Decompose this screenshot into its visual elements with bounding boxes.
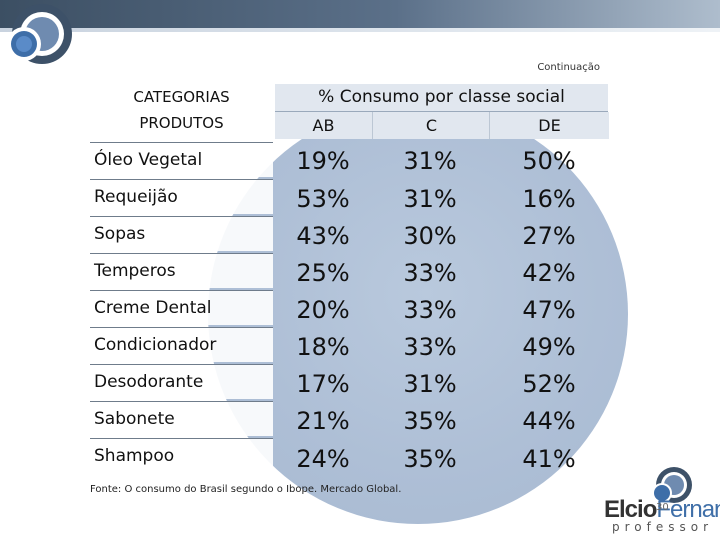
top-banner	[0, 0, 720, 28]
table-cell-ab: 20%	[296, 296, 350, 324]
table-cell-ab: 19%	[296, 147, 350, 175]
column-header-c: C	[372, 112, 490, 139]
table-cell-c: 35%	[403, 407, 457, 435]
table-cell-de: 27%	[522, 222, 576, 250]
brand-name: ElcioFernando	[604, 496, 720, 524]
table-cell-ab: 17%	[296, 370, 350, 398]
table-cell-de: 16%	[522, 185, 576, 213]
table-cell-ab: 43%	[296, 222, 350, 250]
table-cell-ab: 53%	[296, 185, 350, 213]
table-cell-c: 31%	[403, 370, 457, 398]
table-row-category: Óleo Vegetal	[90, 142, 273, 177]
background-circle	[208, 104, 628, 524]
table-cell-ab: 24%	[296, 445, 350, 473]
brand-subtitle: professor	[612, 520, 714, 534]
table-cell-ab: 25%	[296, 259, 350, 287]
table-row-category: Desodorante	[90, 364, 273, 399]
column-header-de: DE	[489, 112, 609, 139]
table-row-category: Sopas	[90, 216, 273, 251]
table-cell-ab: 18%	[296, 333, 350, 361]
table-row-category: Condicionador	[90, 327, 273, 362]
brand-name-second: Fernando	[656, 496, 720, 523]
table-cell-c: 35%	[403, 445, 457, 473]
table-cell-c: 33%	[403, 333, 457, 361]
table-row-category: Sabonete	[90, 401, 273, 436]
table-cell-c: 33%	[403, 259, 457, 287]
table-cell-de: 44%	[522, 407, 576, 435]
source-note: Fonte: O consumo do Brasil segundo o Ibo…	[90, 484, 402, 495]
table-row-category: Requeijão	[90, 179, 273, 214]
table-row-category: Shampoo	[90, 438, 273, 473]
category-header-line2: PRODUTOS	[139, 114, 224, 132]
page-number: 30	[656, 502, 669, 513]
column-header-ab: AB	[275, 112, 372, 139]
table-cell-c: 31%	[403, 147, 457, 175]
continuation-label: Continuação	[537, 62, 600, 73]
top-banner-stripe	[0, 28, 720, 32]
circles-logo-icon	[7, 4, 72, 64]
brand-name-first: Elcio	[604, 496, 657, 523]
consumption-header: % Consumo por classe social	[275, 84, 608, 112]
table-cell-de: 47%	[522, 296, 576, 324]
table-cell-de: 41%	[522, 445, 576, 473]
table-cell-de: 49%	[522, 333, 576, 361]
table-cell-de: 52%	[522, 370, 576, 398]
table-cell-c: 30%	[403, 222, 457, 250]
table-row-category: Temperos	[90, 253, 273, 288]
category-header-line1: CATEGORIAS	[133, 88, 230, 106]
brand-circles-logo-icon	[652, 467, 692, 503]
table-cell-de: 50%	[522, 147, 576, 175]
category-header: CATEGORIAS PRODUTOS	[90, 84, 273, 139]
table-row-category: Creme Dental	[90, 290, 273, 325]
table-cell-c: 33%	[403, 296, 457, 324]
table-cell-ab: 21%	[296, 407, 350, 435]
table-cell-de: 42%	[522, 259, 576, 287]
table-cell-c: 31%	[403, 185, 457, 213]
